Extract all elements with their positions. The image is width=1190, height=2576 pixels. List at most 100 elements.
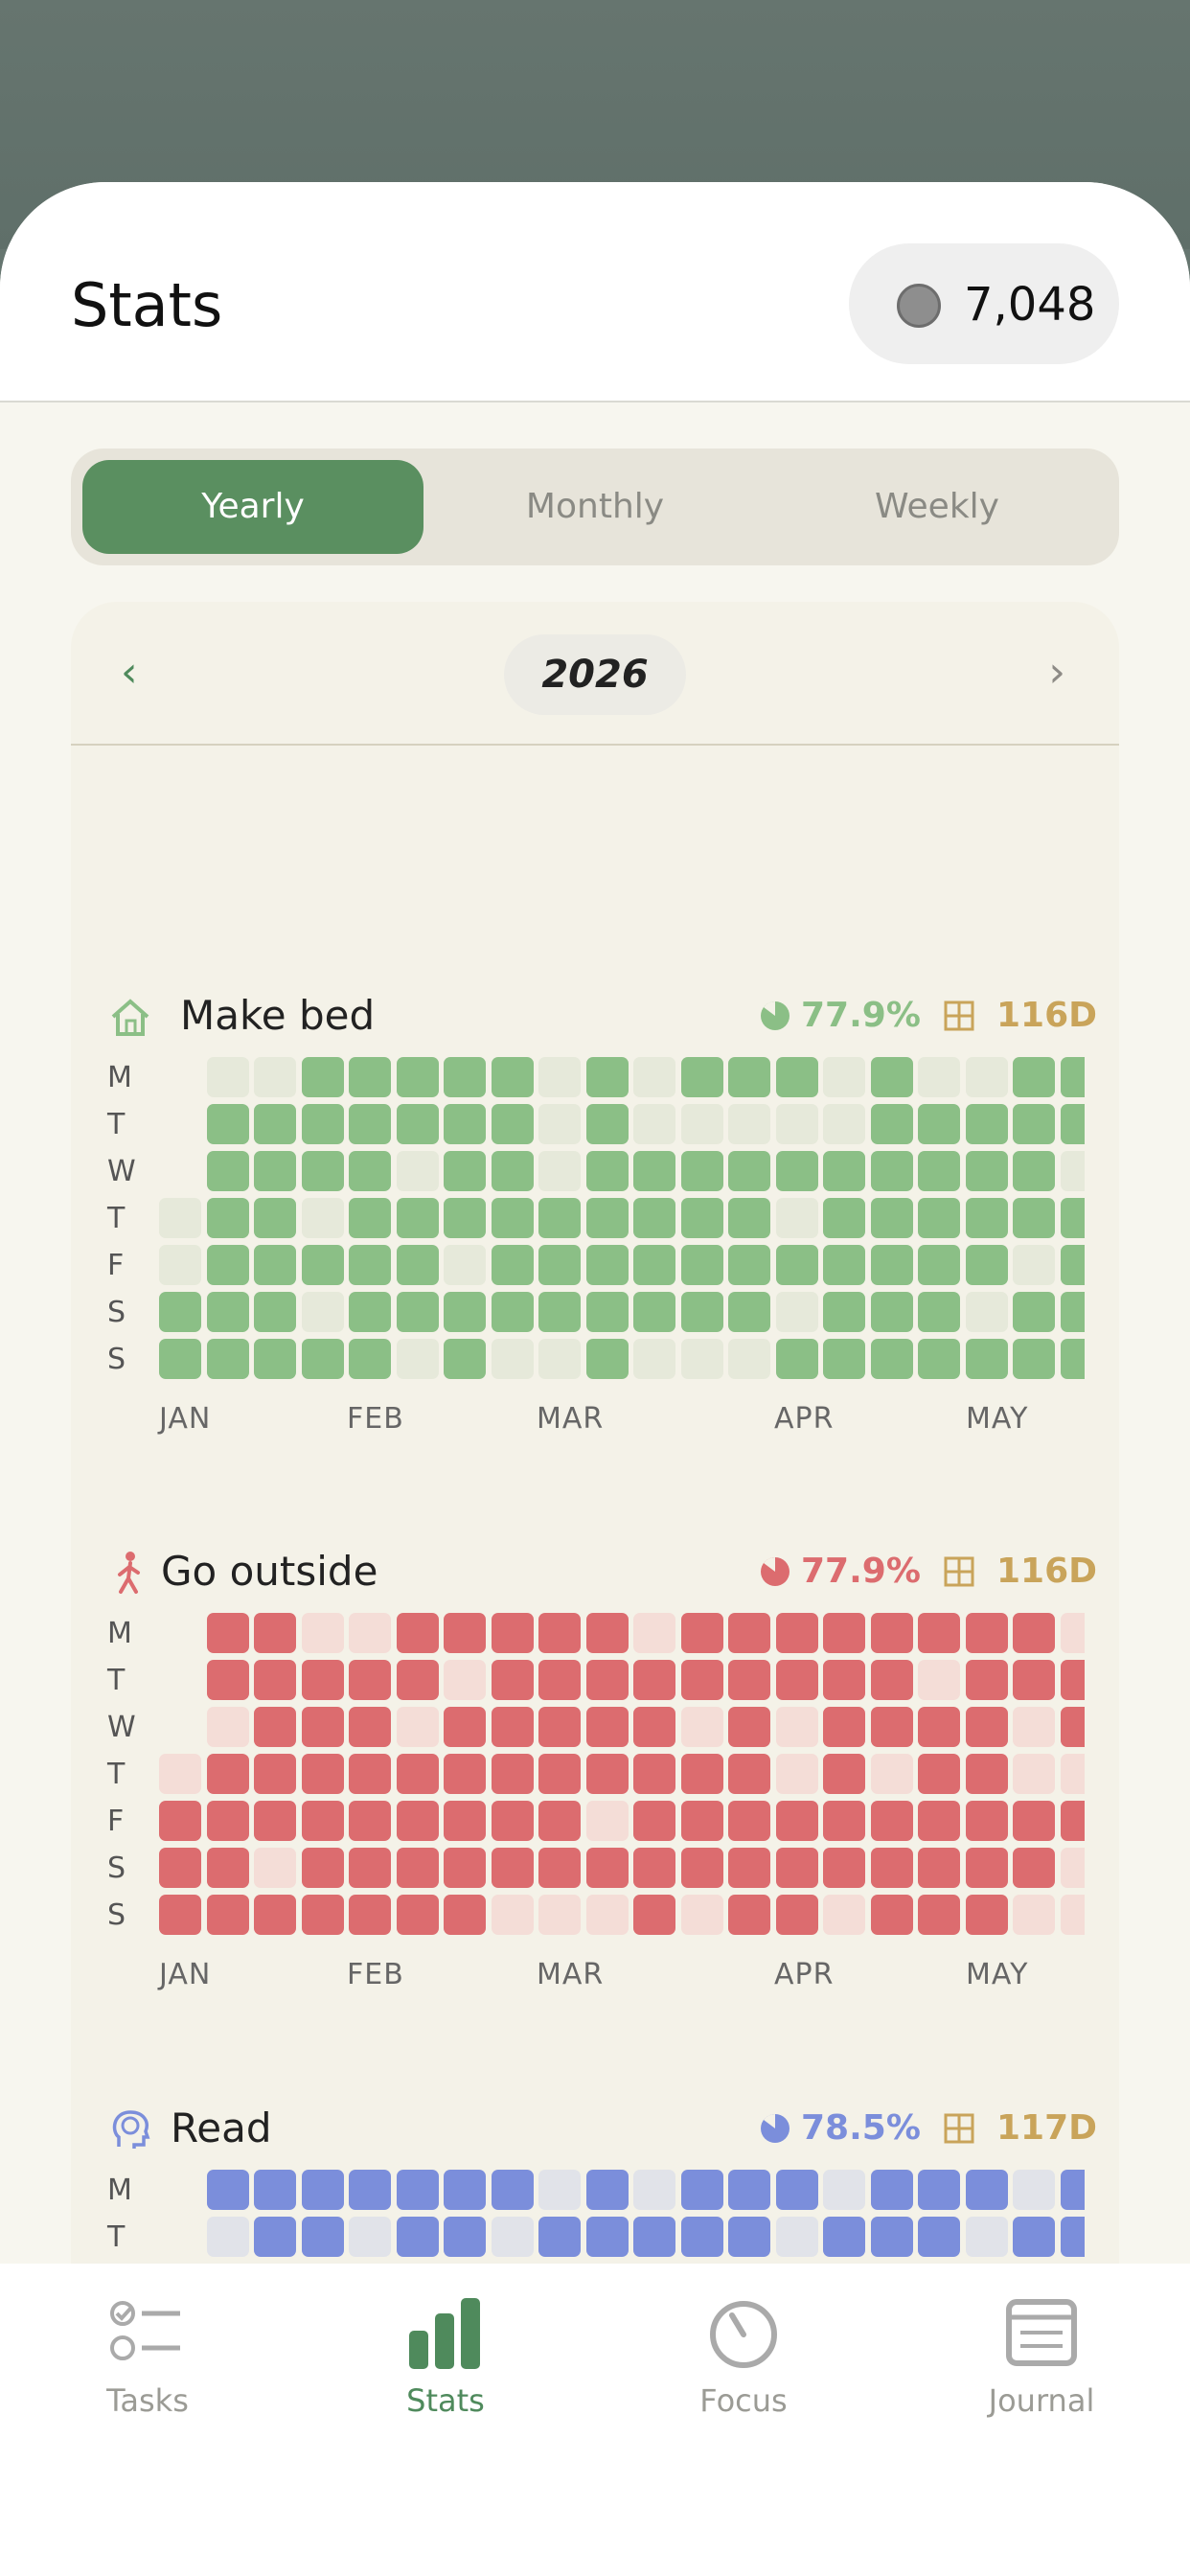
day-cell-done [396,1292,439,1332]
day-cell-done [1060,1707,1085,1747]
day-cell-done [444,1104,486,1144]
day-cell-missed [775,1707,818,1747]
month-label: JAN [159,1958,212,1991]
month-label: MAR [537,1958,605,1991]
day-cell-done [396,1057,439,1097]
tab-focus[interactable]: Focus [638,2292,849,2436]
day-cell-done [396,1754,439,1794]
day-cell-done [444,1057,486,1097]
weekday-label: W [107,1155,136,1188]
day-cell-done [775,1057,818,1097]
day-cell-done [301,1057,344,1097]
day-cell-missed [538,1339,581,1379]
day-cell-missed [1060,1151,1085,1191]
day-cell-done [1013,2217,1055,2257]
day-cell-done [633,1660,675,1700]
day-cell-done [254,1707,296,1747]
day-cell-missed [254,1848,296,1888]
day-cell-missed [206,2217,249,2257]
tab-yearly[interactable]: Yearly [82,460,423,554]
day-cell-done [538,1660,581,1700]
tab-journal[interactable]: Journal [936,2292,1147,2436]
day-cell-missed [254,1057,296,1097]
tab-stats[interactable]: Stats [340,2292,551,2436]
day-cell-done [444,1801,486,1841]
day-cell-done [301,1707,344,1747]
chevron-left-icon[interactable]: ‹ [121,648,138,697]
day-cell-done [918,1848,960,1888]
day-cell-done [680,1754,723,1794]
day-cell-done [396,1895,439,1935]
day-cell-done [585,1848,629,1888]
completion-rate: 78.5% [801,2108,921,2148]
day-cell-done [823,1660,865,1700]
day-cell-done [823,1754,865,1794]
day-cell-done [585,1660,629,1700]
bar-chart-icon [409,2298,480,2369]
day-cell-missed [728,1339,770,1379]
day-cell-done [444,1339,486,1379]
day-cell-done [585,1613,629,1653]
day-cell-missed [538,1895,581,1935]
day-cell-done [301,1801,344,1841]
day-cell-done [775,1895,818,1935]
tab-focus-label: Focus [699,2382,788,2419]
day-cell-done [585,1057,629,1097]
day-cell-done [823,2217,865,2257]
completion-rate: 77.9% [801,1552,921,1591]
day-cell-missed [159,1754,201,1794]
weekday-label: S [107,1852,126,1885]
day-cell-done [870,2217,913,2257]
day-cell-missed [1060,1613,1085,1653]
day-cell-done [775,2170,818,2210]
day-cell-done [1013,1660,1055,1700]
day-cell-done [680,2170,723,2210]
day-cell-missed [538,1104,581,1144]
day-cell-done [1013,1151,1055,1191]
day-cell-done [1013,1613,1055,1653]
day-cell-done [585,1754,629,1794]
coin-count: 7,048 [964,278,1096,332]
day-cell-missed [680,1339,723,1379]
day-cell-missed [444,1660,486,1700]
weekday-label: M [107,2174,132,2207]
day-cell-done [965,1707,1008,1747]
day-cell-done [823,1848,865,1888]
day-cell-done [254,1754,296,1794]
day-cell-done [870,1057,913,1097]
day-cell-done [918,1245,960,1285]
weekday-label: F [107,1249,125,1282]
day-cell-missed [585,1895,629,1935]
day-cell-done [301,1104,344,1144]
day-cell-done [965,1754,1008,1794]
day-cell-done [775,1848,818,1888]
tab-monthly[interactable]: Monthly [525,487,665,526]
day-cell-done [728,2217,770,2257]
day-cell-missed [538,1057,581,1097]
day-cell-done [491,1848,534,1888]
chevron-right-icon[interactable]: › [1048,648,1065,697]
day-cell-done [775,1660,818,1700]
day-cell-missed [1060,1895,1085,1935]
day-cell-missed [1060,1848,1085,1888]
day-cell-done [680,1660,723,1700]
year-navigation: ‹ 2026 › [71,602,1119,746]
day-cell-done [396,1104,439,1144]
tab-weekly[interactable]: Weekly [875,487,999,526]
day-cell-done [349,1801,391,1841]
weekday-label: S [107,1296,126,1329]
day-cell-done [254,1292,296,1332]
day-cell-done [396,1613,439,1653]
habit-title: Go outside [161,1548,378,1595]
weekday-label: M [107,1061,132,1094]
coin-balance[interactable]: 7,048 [849,243,1119,364]
day-cell-done [965,1848,1008,1888]
day-cell-done [633,1895,675,1935]
day-cell-done [396,1660,439,1700]
tab-tasks-label: Tasks [106,2382,189,2419]
day-cell-done [918,1339,960,1379]
day-cell-done [206,1660,249,1700]
tab-tasks[interactable]: Tasks [42,2292,253,2436]
habit-title: Make bed [180,992,376,1039]
day-cell-missed [633,1104,675,1144]
